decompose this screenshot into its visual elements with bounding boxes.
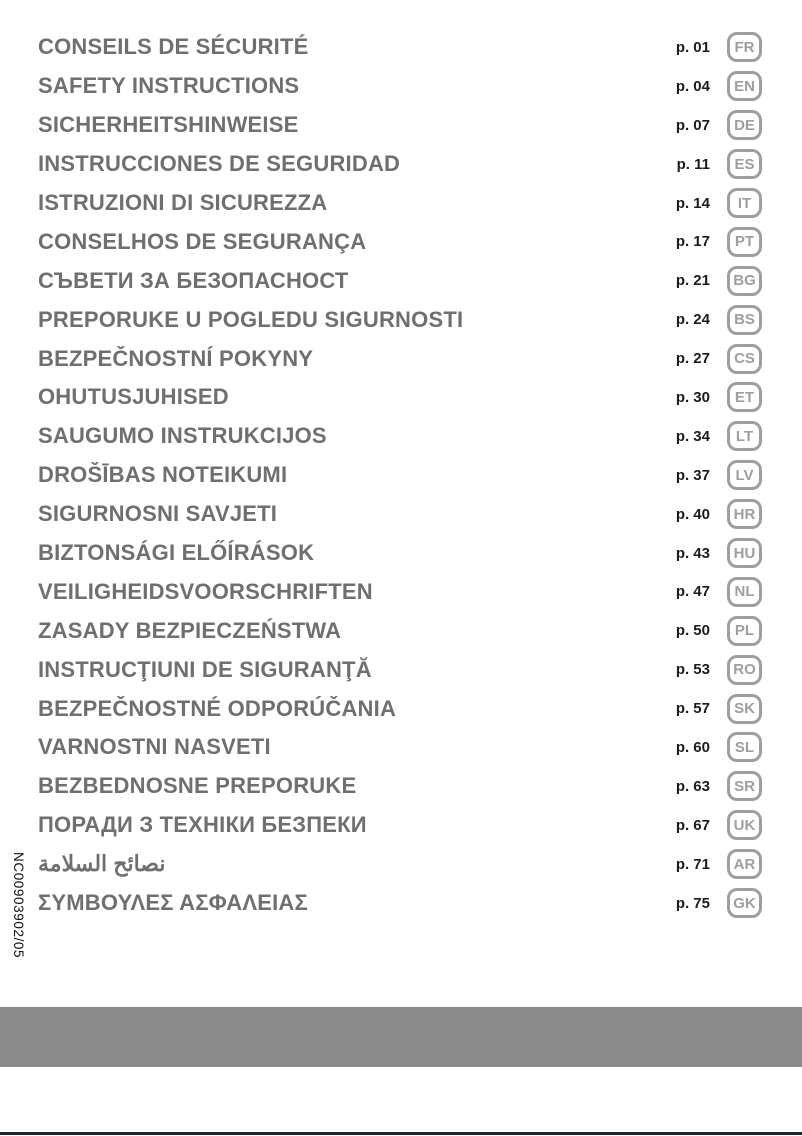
- footer-gray-bar: [0, 1007, 802, 1067]
- toc-title: BEZPEČNOSTNÍ POKYNY: [38, 345, 314, 371]
- page-number: p. 40: [675, 505, 710, 523]
- page-number: p. 71: [675, 855, 710, 873]
- page-number: p. 21: [675, 272, 710, 290]
- toc-title: INSTRUCCIONES DE SEGURIDAD: [38, 151, 401, 177]
- page-number: p. 27: [675, 350, 710, 368]
- toc-title: BEZBEDNOSNE PREPORUKE: [38, 773, 357, 799]
- toc-title: VARNOSTNI NASVETI: [38, 734, 271, 760]
- language-badge: DE: [727, 110, 762, 141]
- toc-title: PREPORUKE U POGLEDU SIGURNOSTI: [38, 306, 464, 332]
- language-badge: SK: [727, 693, 762, 724]
- page-number: p. 37: [675, 466, 710, 484]
- toc-title: SAUGUMO INSTRUKCIJOS: [38, 423, 327, 449]
- page-bottom-rule: [0, 1132, 802, 1135]
- language-badge: RO: [727, 654, 762, 685]
- toc-row: SAUGUMO INSTRUKCIJOS p. 34 LT: [38, 417, 762, 456]
- toc-row: VARNOSTNI NASVETI p. 60 SL: [38, 728, 762, 767]
- toc-row: SAFETY INSTRUCTIONS p. 04 EN: [38, 67, 762, 106]
- toc-row: OHUTUSJUHISED p. 30 ET: [38, 378, 762, 417]
- page-number: p. 11: [676, 155, 710, 173]
- toc-title: VEILIGHEIDSVOORSCHRIFTEN: [38, 578, 373, 604]
- toc-row: BEZPEČNOSTNÉ ODPORÚČANIA p. 57 SK: [38, 689, 762, 728]
- toc-row: ZASADY BEZPIECZEŃSTWA p. 50 PL: [38, 611, 762, 650]
- page-number: p. 57: [675, 700, 710, 718]
- toc-title: INSTRUCŢIUNI DE SIGURANŢĂ: [38, 656, 372, 682]
- page-number: p. 63: [675, 777, 710, 795]
- toc-title: BIZTONSÁGI ELŐÍRÁSOK: [38, 540, 315, 566]
- language-badge: LV: [727, 460, 762, 491]
- toc-row: CONSEILS DE SÉCURITÉ p. 01 FR: [38, 28, 762, 67]
- toc-title: СЪВЕТИ ЗА БЕЗОПАСНОСТ: [38, 267, 349, 293]
- page-number: p. 47: [675, 583, 710, 601]
- language-badge: PT: [727, 226, 762, 257]
- language-badge: IT: [727, 188, 762, 218]
- toc-title: نصائح السلامة: [38, 851, 166, 877]
- toc-title: ISTRUZIONI DI SICUREZZA: [38, 190, 328, 215]
- page-number: p. 17: [675, 233, 710, 251]
- page-number: p. 60: [675, 738, 710, 756]
- toc-row: INSTRUCŢIUNI DE SIGURANŢĂ p. 53 RO: [38, 650, 762, 689]
- language-badge: FR: [727, 32, 762, 63]
- language-badge: CS: [727, 343, 762, 374]
- page-number: p. 43: [675, 544, 710, 562]
- page-number: p. 67: [675, 816, 710, 834]
- toc-title: ZASADY BEZPIECZEŃSTWA: [38, 617, 342, 643]
- toc: CONSEILS DE SÉCURITÉ p. 01 FR SAFETY INS…: [38, 28, 762, 922]
- toc-row: BEZPEČNOSTNÍ POKYNY p. 27 CS: [38, 339, 762, 378]
- page-number: p. 24: [675, 311, 710, 329]
- toc-title: BEZPEČNOSTNÉ ODPORÚČANIA: [38, 695, 397, 721]
- toc-title: SICHERHEITSHINWEISE: [38, 112, 299, 138]
- toc-row: СЪВЕТИ ЗА БЕЗОПАСНОСТ p. 21 BG: [38, 261, 762, 300]
- toc-row: نصائح السلامة p. 71 AR: [38, 845, 762, 884]
- toc-row: BEZBEDNOSNE PREPORUKE p. 63 SR: [38, 767, 762, 806]
- page-number: p. 50: [675, 622, 710, 640]
- page-number: p. 07: [675, 116, 710, 134]
- language-badge: ET: [727, 382, 762, 413]
- toc-row: BIZTONSÁGI ELŐÍRÁSOK p. 43 HU: [38, 534, 762, 573]
- language-badge: HR: [727, 499, 762, 530]
- language-badge: NL: [727, 576, 762, 607]
- toc-row: SIGURNOSNI SAVJETI p. 40 HR: [38, 495, 762, 534]
- language-badge: EN: [727, 71, 762, 102]
- toc-title: SIGURNOSNI SAVJETI: [38, 501, 278, 527]
- page-number: p. 01: [675, 38, 710, 56]
- toc-row: PREPORUKE U POGLEDU SIGURNOSTI p. 24 BS: [38, 300, 762, 339]
- page-number: p. 14: [675, 194, 710, 212]
- toc-title: OHUTUSJUHISED: [38, 384, 229, 410]
- toc-title: DROŠĪBAS NOTEIKUMI: [38, 462, 288, 488]
- toc-title: ΣΥΜΒΟΥΛΕΣ ΑΣΦΑΛΕΙΑΣ: [38, 890, 308, 916]
- toc-row: SICHERHEITSHINWEISE p. 07 DE: [38, 106, 762, 145]
- toc-row: VEILIGHEIDSVOORSCHRIFTEN p. 47 NL: [38, 572, 762, 611]
- language-badge: BS: [727, 304, 762, 335]
- language-badge: GK: [727, 888, 762, 919]
- language-badge: LT: [727, 421, 762, 452]
- toc-row: CONSELHOS DE SEGURANÇA p. 17 PT: [38, 222, 762, 261]
- page-number: p. 30: [675, 388, 710, 406]
- toc-title: ПОРАДИ З ТЕХНІКИ БЕЗПЕКИ: [38, 812, 367, 838]
- page-number: p. 34: [675, 427, 710, 445]
- toc-row: ΣΥΜΒΟΥΛΕΣ ΑΣΦΑΛΕΙΑΣ p. 75 GK: [38, 884, 762, 923]
- toc-title: CONSELHOS DE SEGURANÇA: [38, 228, 367, 254]
- toc-title: CONSEILS DE SÉCURITÉ: [38, 34, 309, 60]
- language-badge: AR: [727, 849, 762, 880]
- toc-row: DROŠĪBAS NOTEIKUMI p. 37 LV: [38, 456, 762, 495]
- page-number: p. 04: [675, 77, 710, 95]
- product-code-vertical: NC00903902/05: [11, 852, 26, 959]
- toc-row: ПОРАДИ З ТЕХНІКИ БЕЗПЕКИ p. 67 UK: [38, 806, 762, 845]
- language-badge: ES: [727, 149, 762, 180]
- language-badge: PL: [727, 615, 762, 646]
- page-number: p. 75: [675, 894, 710, 912]
- language-badge: SR: [727, 771, 762, 802]
- toc-title: SAFETY INSTRUCTIONS: [38, 73, 300, 99]
- toc-row: ISTRUZIONI DI SICUREZZA p. 14 IT: [38, 184, 762, 223]
- language-badge: BG: [727, 265, 762, 296]
- language-badge: SL: [727, 732, 762, 763]
- toc-row: INSTRUCCIONES DE SEGURIDAD p. 11 ES: [38, 145, 762, 184]
- language-badge: UK: [727, 810, 762, 841]
- page-number: p. 53: [675, 661, 710, 679]
- language-badge: HU: [727, 538, 762, 569]
